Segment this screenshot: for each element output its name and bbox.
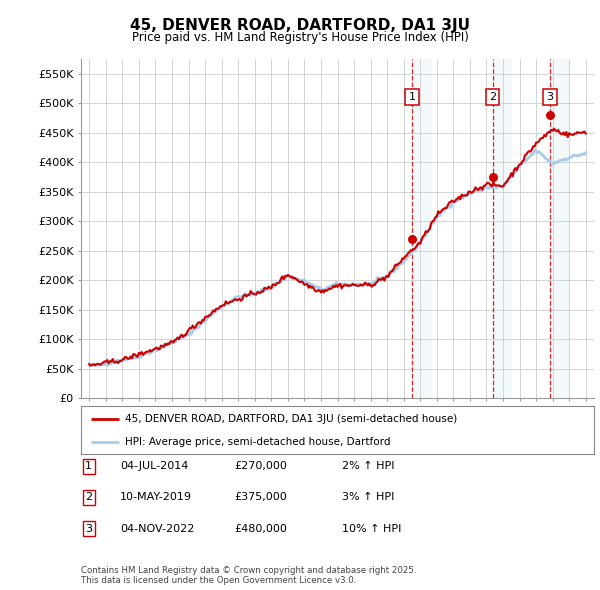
Text: 45, DENVER ROAD, DARTFORD, DA1 3JU (semi-detached house): 45, DENVER ROAD, DARTFORD, DA1 3JU (semi… [125, 414, 457, 424]
Bar [493, 59, 512, 398]
Text: 3% ↑ HPI: 3% ↑ HPI [342, 493, 394, 502]
Point [488, 172, 497, 182]
Text: £270,000: £270,000 [234, 461, 287, 471]
Text: 2: 2 [85, 493, 92, 502]
Text: £375,000: £375,000 [234, 493, 287, 502]
Text: £480,000: £480,000 [234, 524, 287, 533]
Text: 04-JUL-2014: 04-JUL-2014 [120, 461, 188, 471]
Text: Price paid vs. HM Land Registry's House Price Index (HPI): Price paid vs. HM Land Registry's House … [131, 31, 469, 44]
Text: 10-MAY-2019: 10-MAY-2019 [120, 493, 192, 502]
Point [407, 234, 417, 244]
Text: 1: 1 [85, 461, 92, 471]
Text: Contains HM Land Registry data © Crown copyright and database right 2025.
This d: Contains HM Land Registry data © Crown c… [81, 566, 416, 585]
Bar [412, 59, 432, 398]
Text: 45, DENVER ROAD, DARTFORD, DA1 3JU: 45, DENVER ROAD, DARTFORD, DA1 3JU [130, 18, 470, 32]
Text: 1: 1 [409, 93, 415, 102]
Text: 3: 3 [85, 524, 92, 533]
Point [545, 110, 555, 120]
Text: 2% ↑ HPI: 2% ↑ HPI [342, 461, 395, 471]
Text: 3: 3 [547, 93, 553, 102]
Text: 04-NOV-2022: 04-NOV-2022 [120, 524, 194, 533]
Bar [550, 59, 570, 398]
Text: HPI: Average price, semi-detached house, Dartford: HPI: Average price, semi-detached house,… [125, 437, 390, 447]
Text: 2: 2 [489, 93, 496, 102]
Text: 10% ↑ HPI: 10% ↑ HPI [342, 524, 401, 533]
